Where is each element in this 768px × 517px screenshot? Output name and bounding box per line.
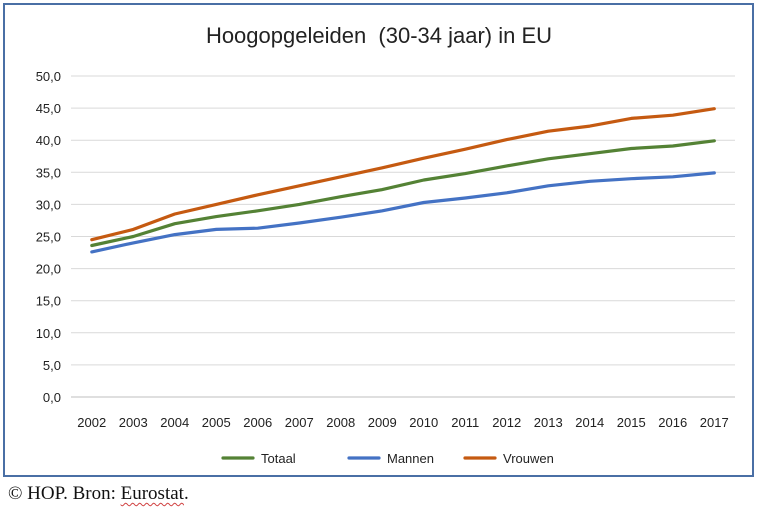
y-axis-tick-labels: 0,0 5,0 10,0 15,0 20,0 25,0 30,0 35,0 40,0 45,0 50…: [36, 69, 61, 405]
x-axis-tick-labels: 2002 2003 2004 2005 2006 2007 2008 2009 2010 2011…: [77, 415, 728, 430]
x-tick-label: 2008: [326, 415, 355, 430]
y-tick-label: 50,0: [36, 69, 61, 84]
x-tick-label: 2005: [202, 415, 231, 430]
y-tick-label: 35,0: [36, 165, 61, 180]
x-tick-label: 2004: [160, 415, 189, 430]
series-lines: [90, 107, 716, 254]
y-tick-label: 15,0: [36, 294, 61, 309]
source-note: © HOP. Bron: Eurostat.: [8, 483, 189, 505]
x-tick-label: 2011: [451, 415, 479, 430]
chart-frame: Hoogopgeleiden (30-34 jaar) in EU 0,0 5,0…: [3, 3, 754, 477]
y-tick-label: 0,0: [43, 390, 61, 405]
x-tick-label: 2010: [409, 415, 438, 430]
x-tick-label: 2009: [368, 415, 397, 430]
legend-label-mannen: Mannen: [387, 451, 434, 466]
x-tick-label: 2006: [243, 415, 272, 430]
x-tick-label: 2014: [575, 415, 604, 430]
legend-label-vrouwen: Vrouwen: [503, 451, 554, 466]
source-prefix: © HOP. Bron:: [8, 483, 121, 504]
x-tick-label: 2012: [492, 415, 521, 430]
y-tick-label: 30,0: [36, 197, 61, 212]
gridlines: [71, 75, 735, 398]
x-tick-label: 2003: [119, 415, 148, 430]
legend-label-totaal: Totaal: [261, 451, 296, 466]
chart-title: Hoogopgeleiden (30-34 jaar) in EU: [206, 23, 552, 48]
series-line-vrouwen: [90, 107, 716, 242]
series-line-mannen: [90, 171, 716, 254]
y-tick-label: 45,0: [36, 101, 61, 116]
y-tick-label: 20,0: [36, 262, 61, 277]
x-tick-label: 2002: [77, 415, 106, 430]
source-name: Eurostat: [120, 483, 184, 504]
x-tick-label: 2016: [658, 415, 687, 430]
x-tick-label: 2015: [617, 415, 646, 430]
y-tick-label: 10,0: [36, 326, 61, 341]
series-line-totaal: [90, 139, 716, 248]
x-tick-label: 2017: [700, 415, 729, 430]
x-tick-label: 2013: [534, 415, 563, 430]
source-suffix: .: [183, 483, 189, 504]
y-tick-label: 25,0: [36, 230, 61, 245]
y-tick-label: 40,0: [36, 133, 61, 148]
y-tick-label: 5,0: [43, 358, 61, 373]
legend: Totaal Mannen Vrouwen: [221, 451, 554, 466]
line-chart: Hoogopgeleiden (30-34 jaar) in EU 0,0 5,0…: [36, 23, 735, 466]
x-tick-label: 2007: [285, 415, 314, 430]
